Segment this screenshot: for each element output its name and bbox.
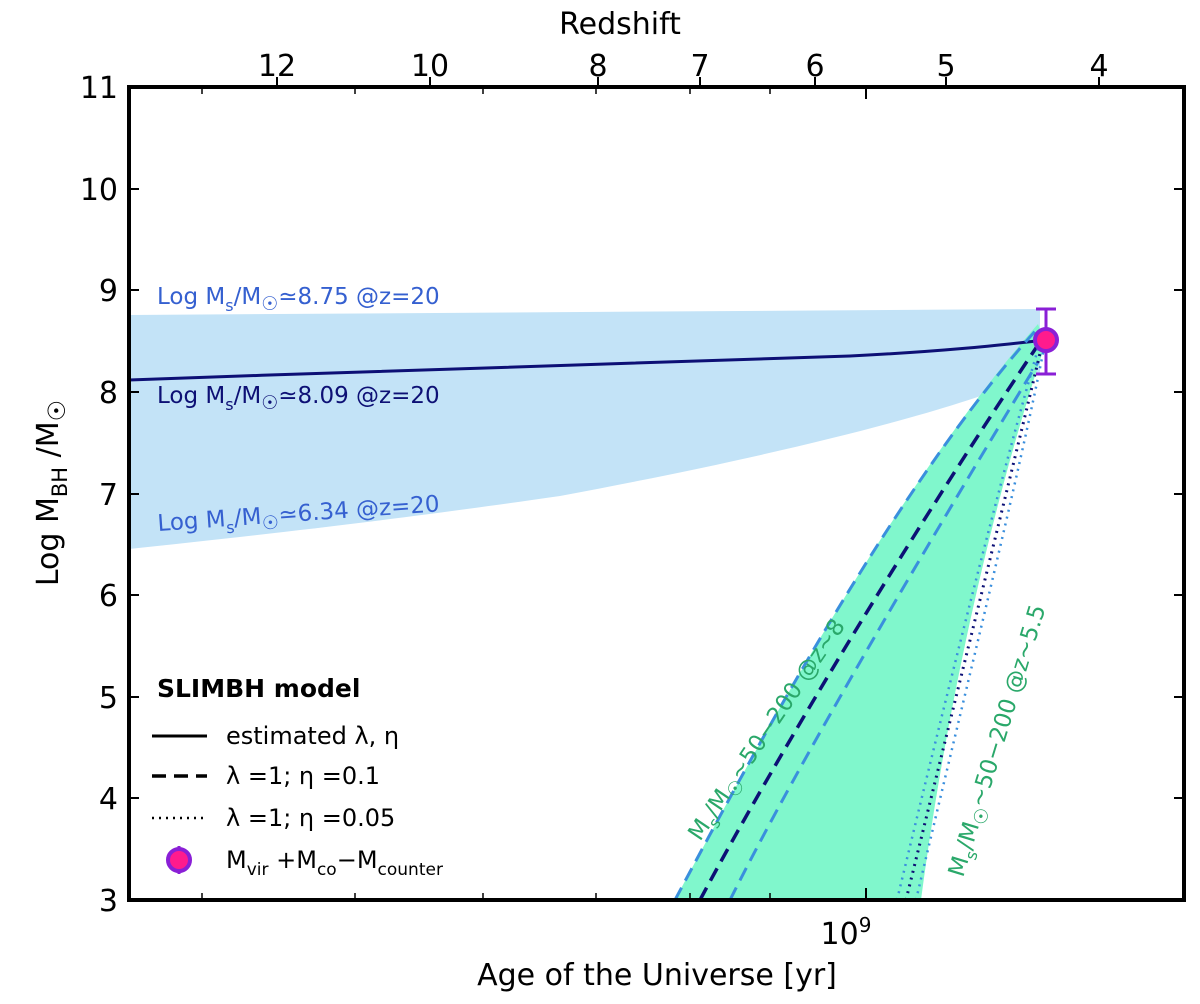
blue-envelope: [129, 309, 1040, 549]
legend-label: λ =1; η =0.05: [226, 804, 395, 832]
x-tick-label: 109: [821, 913, 872, 952]
y-tick-label: 8: [99, 376, 118, 411]
y-tick-label: 4: [99, 782, 118, 817]
series-line-dotted-navy: [904, 344, 1044, 900]
legend: SLIMBH model estimated λ, η λ =1; η =0.1…: [152, 674, 443, 880]
top-tick-label: 10: [411, 49, 449, 84]
legend-title: SLIMBH model: [157, 674, 360, 703]
y-tick-label: 5: [99, 681, 118, 716]
y-axis-label: Log MBH /M☉: [31, 400, 72, 586]
green-envelope: [675, 324, 1045, 900]
annotation-middle: Log Ms/M☉≃8.09 @z=20: [157, 383, 440, 414]
top-tick-label: 4: [1089, 49, 1108, 84]
annotation-upper: Log Ms/M☉≃8.75 @z=20: [157, 284, 440, 315]
series-line-dashed-navy: [698, 344, 1040, 900]
x-axis-bottom: [201, 87, 867, 900]
y-tick-label: 3: [99, 884, 118, 919]
legend-marker: [166, 847, 192, 873]
x-axis-top: [276, 77, 1100, 87]
top-tick-label: 7: [690, 49, 709, 84]
top-axis-label: Redshift: [559, 7, 681, 42]
legend-label: λ =1; η =0.1: [226, 762, 380, 790]
y-tick-label: 7: [99, 478, 118, 513]
series-line-dashed-outer-left: [673, 326, 1040, 900]
series-line-dotted-right: [914, 347, 1046, 900]
top-tick-label: 8: [588, 49, 607, 84]
y-tick-label: 10: [80, 173, 118, 208]
top-tick-label: 12: [258, 49, 296, 84]
data-point: [1033, 307, 1059, 376]
y-axis: 3 4 5 6 7 8 9 10 11: [80, 71, 1184, 919]
top-tick-label: 5: [936, 49, 955, 84]
series-line-dashed-outer-right: [728, 361, 1040, 900]
y-tick-label: 11: [80, 71, 118, 106]
data-marker: [1033, 327, 1059, 353]
series-line-solid: [129, 338, 1046, 382]
y-tick-label: 6: [99, 579, 118, 614]
y-tick-label: 9: [99, 274, 118, 309]
top-tick-label: 6: [805, 49, 824, 84]
plot-area: [129, 309, 1046, 900]
series-line-dotted-left: [895, 341, 1042, 900]
legend-label: Mvir +Mco−Mcounter: [226, 846, 443, 880]
legend-label: estimated λ, η: [226, 722, 399, 750]
x-axis-label: Age of the Universe [yr]: [477, 958, 837, 993]
